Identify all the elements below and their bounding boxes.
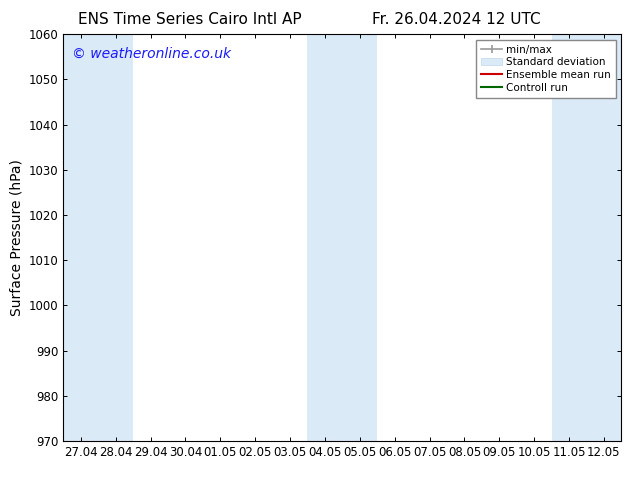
Bar: [98, 34, 133, 441]
Y-axis label: Surface Pressure (hPa): Surface Pressure (hPa): [10, 159, 23, 316]
Bar: [63, 34, 98, 441]
Bar: [342, 34, 377, 441]
Text: Fr. 26.04.2024 12 UTC: Fr. 26.04.2024 12 UTC: [372, 12, 541, 27]
Bar: [586, 34, 621, 441]
Bar: [552, 34, 586, 441]
Text: ENS Time Series Cairo Intl AP: ENS Time Series Cairo Intl AP: [79, 12, 302, 27]
Text: © weatheronline.co.uk: © weatheronline.co.uk: [72, 47, 231, 60]
Legend: min/max, Standard deviation, Ensemble mean run, Controll run: min/max, Standard deviation, Ensemble me…: [476, 40, 616, 98]
Bar: [307, 34, 342, 441]
